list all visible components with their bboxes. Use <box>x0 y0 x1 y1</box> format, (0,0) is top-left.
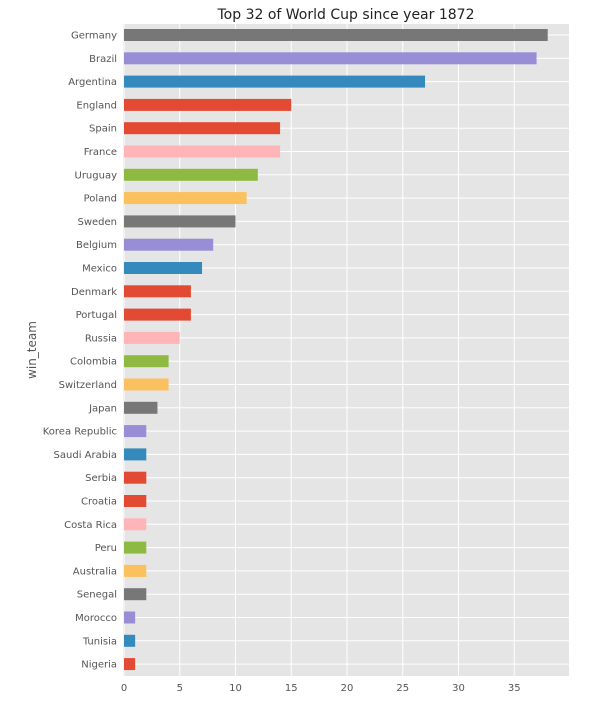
y-tick-label: Mexico <box>82 264 117 275</box>
bar-france <box>124 145 281 158</box>
y-tick-label: Uruguay <box>75 170 118 181</box>
y-tick-label: Saudi Arabia <box>54 450 117 461</box>
bar-mexico <box>124 262 203 274</box>
bar-korea-republic <box>124 425 147 438</box>
bar-morocco <box>124 611 136 624</box>
bar-sweden <box>124 215 236 228</box>
x-tick-label: 15 <box>285 683 298 694</box>
y-tick-labels: Germany Brazil Argentina England Spain France… <box>43 31 117 671</box>
y-tick-label: Poland <box>84 194 117 205</box>
bar-portugal <box>124 308 191 321</box>
bar-senegal <box>124 588 147 601</box>
y-tick-label: Korea Republic <box>43 427 117 438</box>
y-tick-label: Denmark <box>71 287 117 298</box>
x-tick-label: 10 <box>229 683 242 694</box>
y-tick-label: Russia <box>85 333 117 344</box>
y-tick-label: Brazil <box>89 54 117 65</box>
bar-colombia <box>124 355 169 368</box>
bar-belgium <box>124 238 214 251</box>
y-tick-label: Japan <box>88 403 117 414</box>
bar-nigeria <box>124 658 136 671</box>
plot-area <box>123 24 569 676</box>
y-tick-label: England <box>76 100 117 111</box>
y-tick-label: France <box>84 147 117 158</box>
x-tick-label: 5 <box>177 683 183 694</box>
y-tick-label: Morocco <box>75 613 117 624</box>
bar-tunisia <box>124 634 136 647</box>
x-tick-label: 25 <box>396 683 409 694</box>
x-tick-label: 30 <box>452 683 465 694</box>
y-tick-label: Sweden <box>77 217 117 228</box>
x-tick-label: 0 <box>121 683 127 694</box>
bar-uruguay <box>124 168 258 181</box>
bar-russia <box>124 331 180 344</box>
chart-title: Top 32 of World Cup since year 1872 <box>217 7 475 23</box>
bar-argentina <box>124 75 426 88</box>
y-tick-label: Switzerland <box>59 380 117 391</box>
bar-australia <box>124 564 147 577</box>
y-axis-label: win_team <box>25 321 39 379</box>
y-tick-label: Senegal <box>77 590 117 601</box>
y-tick-label: Colombia <box>70 357 117 368</box>
bar-spain <box>124 122 281 135</box>
bar-switzerland <box>124 378 169 391</box>
bar-brazil <box>124 52 537 65</box>
bar-japan <box>124 401 158 414</box>
y-tick-label: Argentina <box>68 77 117 88</box>
y-tick-label: Spain <box>89 124 117 135</box>
y-tick-label: Peru <box>95 543 117 554</box>
bar-poland <box>124 192 247 205</box>
bar-germany <box>124 29 548 41</box>
y-tick-label: Belgium <box>76 240 117 251</box>
x-tick-label: 35 <box>508 683 521 694</box>
y-tick-label: Croatia <box>81 497 117 508</box>
bar-costa-rica <box>124 518 147 531</box>
bar-saudi-arabia <box>124 448 147 461</box>
x-tick-labels: 0 5 10 15 20 25 30 35 <box>121 683 521 694</box>
y-tick-label: Tunisia <box>82 636 117 647</box>
bar-england <box>124 98 292 111</box>
bar-serbia <box>124 471 147 484</box>
y-tick-label: Portugal <box>76 310 117 321</box>
bar-denmark <box>124 285 191 298</box>
y-tick-label: Australia <box>73 566 117 577</box>
bar-croatia <box>124 495 147 507</box>
y-tick-label: Costa Rica <box>64 520 117 531</box>
y-tick-label: Nigeria <box>81 660 117 671</box>
bars <box>124 29 548 671</box>
bar-peru <box>124 541 147 554</box>
y-tick-label: Germany <box>71 31 117 42</box>
y-tick-label: Serbia <box>85 473 117 484</box>
x-tick-label: 20 <box>341 683 354 694</box>
